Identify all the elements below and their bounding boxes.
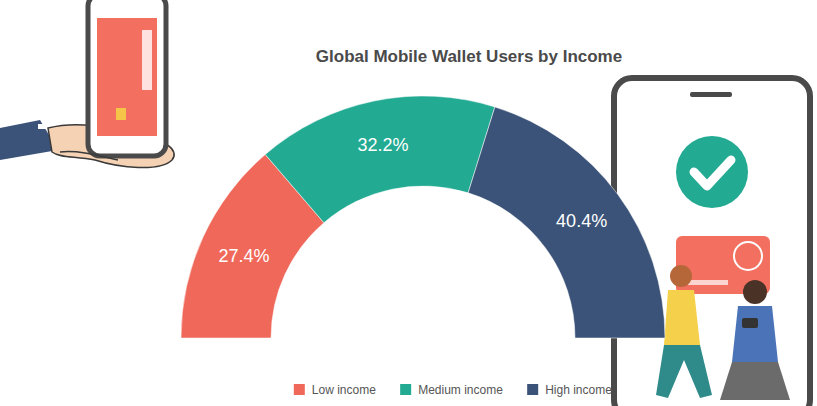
legend-swatch: [294, 384, 305, 395]
check-circle: [676, 136, 748, 208]
person-head: [670, 265, 692, 287]
person-legs: [720, 362, 790, 400]
thumb: [60, 152, 118, 160]
slices: [181, 96, 665, 338]
card-globe: [734, 242, 762, 270]
person-head: [743, 280, 767, 304]
chart-title: Global Mobile Wallet Users by Income: [316, 47, 622, 66]
decoration: [0, 0, 810, 406]
legend-swatch: [527, 384, 538, 395]
legend-swatch: [400, 384, 411, 395]
phone-left: [88, 0, 166, 156]
data-labels: 27.4% 32.2% 40.4%: [218, 135, 607, 266]
chart-svg: Global Mobile Wallet Users by Income 27.4…: [0, 0, 817, 406]
person-body: [732, 306, 778, 362]
card-chip: [116, 108, 126, 120]
person-legs: [656, 345, 712, 398]
phone-speaker: [690, 92, 732, 97]
slice: [265, 96, 495, 223]
legend-label: Medium income: [418, 383, 503, 397]
legend-item: Medium income: [400, 383, 503, 397]
person-phone: [742, 318, 758, 328]
chart-container: Global Mobile Wallet Users by Income 27.4…: [0, 0, 817, 406]
data-label: 32.2%: [358, 135, 409, 155]
person-body: [664, 290, 700, 345]
phone-screen-card: [97, 18, 157, 136]
card-stripe: [142, 30, 152, 90]
cuff: [38, 124, 48, 129]
data-label: 40.4%: [556, 211, 607, 231]
legend-label: Low income: [312, 383, 376, 397]
data-label: 27.4%: [218, 246, 269, 266]
legend: Low income Medium income High income: [294, 383, 612, 397]
legend-item: High income: [527, 383, 612, 397]
legend-label: High income: [545, 383, 612, 397]
legend-item: Low income: [294, 383, 376, 397]
slice: [468, 107, 665, 338]
check-mark: [694, 160, 731, 186]
card-line: [688, 280, 728, 285]
